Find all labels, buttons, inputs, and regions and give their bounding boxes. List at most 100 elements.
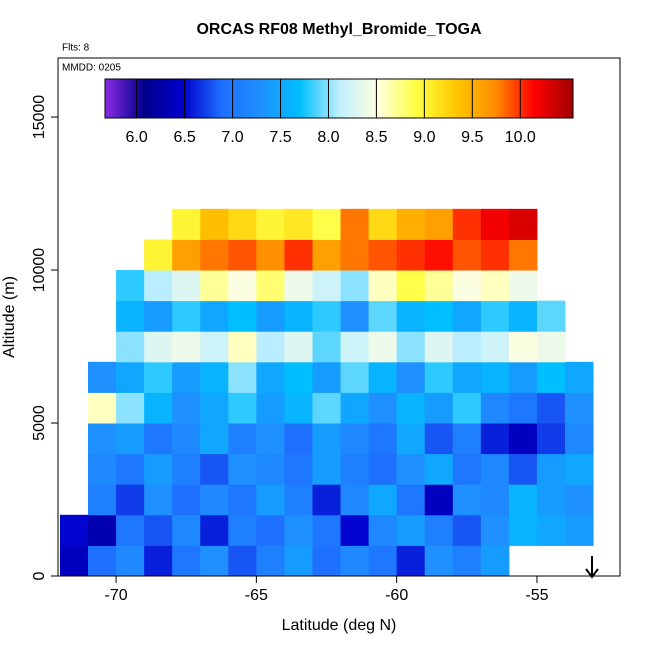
cell (480, 331, 510, 363)
cell (536, 484, 566, 516)
cell (59, 514, 89, 546)
colorbar-tick-label: 7.5 (269, 129, 291, 146)
cell (508, 300, 538, 332)
colorbar-tick-label: 9.5 (461, 129, 483, 146)
cell (424, 331, 454, 363)
cell (508, 239, 538, 271)
cell (424, 361, 454, 393)
cell (340, 423, 370, 455)
cell (228, 300, 257, 332)
cell (480, 300, 510, 332)
cell (312, 484, 342, 516)
cell (508, 331, 538, 363)
cell (396, 300, 426, 332)
cell (200, 484, 229, 516)
cell (424, 208, 454, 240)
cell (340, 239, 370, 271)
cell (312, 270, 342, 302)
colorbar-tick-label: 8.0 (317, 129, 339, 146)
cell (480, 208, 510, 240)
colorbar-tick-label: 6.5 (173, 129, 195, 146)
x-tick-label: -70 (105, 587, 128, 604)
cell (312, 361, 342, 393)
cell (116, 453, 145, 485)
cell (200, 453, 229, 485)
cell (200, 270, 229, 302)
cell (565, 514, 594, 546)
cell (424, 453, 454, 485)
cell (312, 208, 342, 240)
cell (116, 270, 145, 302)
cell (172, 453, 201, 485)
cell (340, 300, 370, 332)
cell (368, 331, 398, 363)
x-tick-label: -65 (245, 587, 268, 604)
cell (312, 300, 342, 332)
cell (312, 545, 342, 577)
cell (565, 361, 594, 393)
cell (172, 514, 201, 546)
cell (396, 239, 426, 271)
cell (508, 392, 538, 424)
cell (172, 484, 201, 516)
cell (200, 239, 229, 271)
cell (536, 331, 566, 363)
cell (368, 392, 398, 424)
cell (256, 239, 285, 271)
cell (88, 514, 117, 546)
cell (144, 423, 173, 455)
cell (172, 392, 201, 424)
cell (284, 361, 313, 393)
cell (480, 514, 510, 546)
cell (424, 514, 454, 546)
cell (368, 514, 398, 546)
cell (284, 300, 313, 332)
cell (452, 514, 482, 546)
cell (59, 545, 89, 577)
cell (424, 270, 454, 302)
cell (172, 545, 201, 577)
cell (144, 514, 173, 546)
cell (396, 423, 426, 455)
cell (256, 331, 285, 363)
cell (452, 331, 482, 363)
cell (368, 361, 398, 393)
cell (340, 208, 370, 240)
cell (480, 270, 510, 302)
cell (452, 239, 482, 271)
cell (200, 300, 229, 332)
cell (312, 514, 342, 546)
cell (144, 361, 173, 393)
cell (312, 239, 342, 271)
cell (256, 300, 285, 332)
cell (424, 392, 454, 424)
cell (508, 270, 538, 302)
cell (508, 514, 538, 546)
cell (508, 208, 538, 240)
cell (256, 423, 285, 455)
cell (228, 392, 257, 424)
cell (228, 453, 257, 485)
cell (340, 484, 370, 516)
cell (340, 361, 370, 393)
cell (452, 423, 482, 455)
cell (256, 392, 285, 424)
cell (396, 453, 426, 485)
cell (424, 300, 454, 332)
cell (144, 270, 173, 302)
cell (340, 545, 370, 577)
cell (452, 270, 482, 302)
cell (256, 514, 285, 546)
cell (116, 331, 145, 363)
y-axis-label: Altitude (m) (1, 276, 18, 358)
cell (284, 453, 313, 485)
cell (228, 208, 257, 240)
cell (396, 484, 426, 516)
cell (368, 423, 398, 455)
cell (172, 423, 201, 455)
heatmap (59, 208, 594, 577)
cell (368, 300, 398, 332)
colorbar-tick-label: 7.0 (221, 129, 243, 146)
cell (172, 331, 201, 363)
cell (172, 239, 201, 271)
